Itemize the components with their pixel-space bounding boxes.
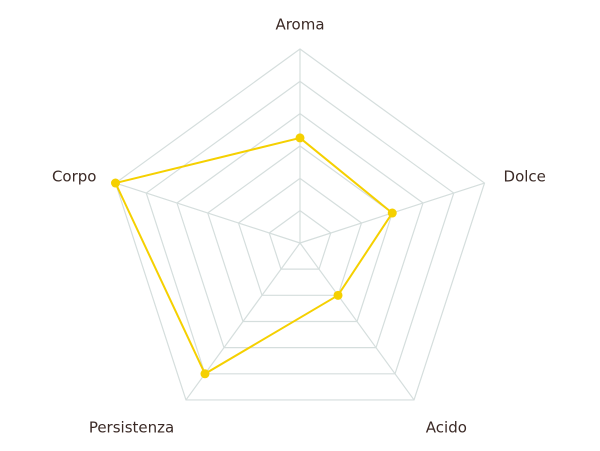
axis-label: Aroma [275, 16, 324, 34]
axis-label: Dolce [504, 167, 546, 185]
grid-ring [145, 80, 455, 375]
data-point [295, 133, 305, 143]
data-point [110, 178, 120, 188]
grid-ring [114, 48, 486, 401]
axis-label: Persistenza [89, 419, 174, 437]
grid-ring [207, 145, 393, 323]
grid-ring [237, 177, 363, 296]
grid-ring [268, 209, 332, 270]
data-point [200, 369, 210, 379]
data-line [114, 136, 394, 376]
axis-label: Corpo [52, 167, 97, 185]
axis-label: Acido [426, 419, 467, 437]
data-point [387, 208, 397, 218]
grid-ring [176, 112, 424, 349]
axis-line [299, 242, 415, 401]
axis-line [115, 182, 301, 244]
data-point [333, 290, 343, 300]
